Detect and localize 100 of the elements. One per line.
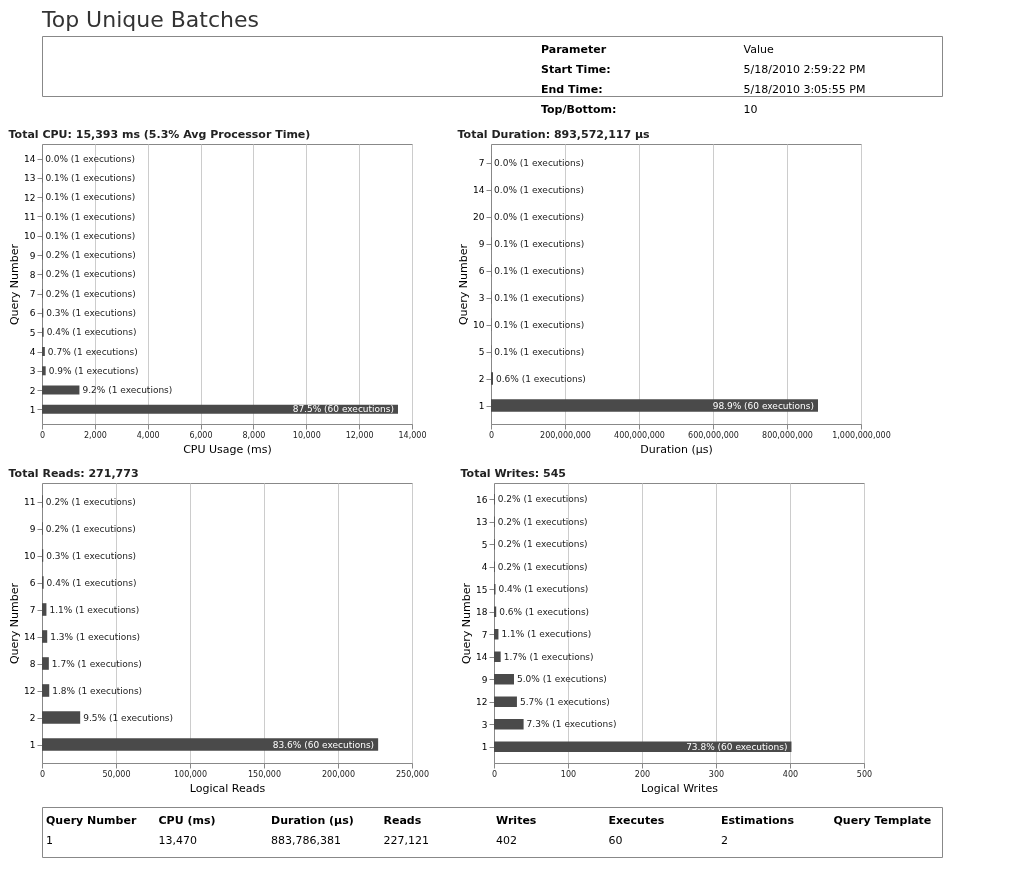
y-tick-label: 12	[24, 686, 36, 696]
y-tick-label: 3	[478, 293, 485, 303]
text: 5/18/2010 3:05:55 PM	[743, 83, 866, 96]
chart-title: Total Duration: 893,572,117 µs	[457, 128, 651, 141]
y-tick-label: 14	[24, 154, 36, 165]
y-tick-label: 10	[473, 320, 485, 330]
bar	[42, 347, 45, 356]
bar	[42, 603, 47, 616]
y-tick-label: 5	[478, 347, 485, 357]
x-tick-label: 0	[491, 769, 498, 779]
text: 1	[46, 834, 53, 847]
y-tick-label: 20	[473, 212, 485, 222]
x-tick-label: 4,000	[136, 430, 160, 440]
annotation: 0.2% (1 executions)	[45, 269, 136, 280]
y-tick-label: 14	[24, 632, 36, 642]
annotation: 0.2% (1 executions)	[45, 523, 136, 534]
y-tick-label: 6	[29, 578, 36, 588]
y-axis-title: Query Number	[457, 243, 471, 326]
text: End Time:	[541, 83, 603, 96]
y-tick-label: 15	[476, 584, 488, 595]
y-tick-label: 1	[478, 401, 485, 411]
bar	[42, 366, 46, 376]
text: Executes	[608, 814, 665, 827]
x-tick-label: 200,000,000	[540, 430, 591, 440]
annotation: 87.5% (60 executions)	[292, 404, 394, 415]
text: 402	[496, 834, 517, 847]
bar	[42, 684, 50, 697]
annotation: 0.3% (1 executions)	[46, 307, 137, 318]
y-tick-label: 8	[29, 269, 36, 280]
x-axis-title: CPU Usage (ms)	[183, 442, 272, 456]
annotation: 83.6% (60 executions)	[272, 739, 375, 750]
y-tick-label: 7	[481, 629, 488, 640]
x-tick-label: 500	[856, 769, 873, 779]
annotation: 7.3% (1 executions)	[526, 719, 617, 730]
x-tick-label: 0	[39, 769, 46, 779]
annotation: 0.6% (1 executions)	[499, 606, 590, 617]
annotation: 0.2% (1 executions)	[45, 288, 136, 299]
annotation: 0.7% (1 executions)	[47, 346, 138, 357]
annotation: 0.1% (1 executions)	[494, 346, 585, 357]
y-axis-title: Query Number	[460, 582, 474, 665]
bar	[494, 651, 501, 662]
annotation: 1.1% (1 executions)	[501, 629, 592, 640]
annotation: 0.2% (1 executions)	[45, 250, 136, 261]
y-tick-label: 7	[29, 605, 36, 615]
x-tick-label: 250,000	[395, 769, 430, 779]
annotation: 0.1% (1 executions)	[45, 172, 136, 183]
text: Duration (µs)	[271, 814, 354, 827]
annotation: 0.0% (1 executions)	[494, 157, 584, 168]
text: CPU (ms)	[158, 814, 216, 827]
annotation: 0.2% (1 executions)	[497, 516, 588, 527]
y-tick-label: 9	[481, 674, 488, 685]
annotation: 1.7% (1 executions)	[503, 651, 594, 662]
annotation: 0.1% (1 executions)	[45, 230, 136, 241]
x-tick-label: 800,000,000	[762, 430, 813, 440]
annotation: 0.2% (1 executions)	[497, 539, 588, 550]
y-tick-label: 4	[29, 347, 36, 357]
y-tick-label: 13	[24, 173, 36, 184]
y-tick-label: 8	[29, 659, 36, 669]
annotation: 5.7% (1 executions)	[519, 696, 610, 707]
x-tick-label: 50,000	[102, 769, 131, 779]
annotation: 0.0% (1 executions)	[494, 211, 584, 222]
annotation: 1.1% (1 executions)	[49, 604, 140, 615]
annotation: 0.0% (1 executions)	[494, 184, 584, 195]
y-tick-label: 9	[29, 250, 36, 261]
x-tick-label: 0	[488, 430, 495, 440]
text: 13,470	[158, 834, 197, 847]
annotation: 0.9% (1 executions)	[48, 365, 139, 376]
annotation: 0.1% (1 executions)	[45, 211, 136, 222]
x-tick-label: 300	[708, 769, 725, 779]
x-tick-label: 6,000	[189, 430, 213, 440]
x-tick-label: 200	[634, 769, 651, 779]
annotation: 0.1% (1 executions)	[494, 265, 585, 276]
text: Estimations	[721, 814, 795, 827]
y-tick-label: 6	[478, 266, 485, 276]
y-tick-label: 12	[24, 192, 36, 203]
bar	[42, 630, 48, 643]
bar	[494, 719, 524, 730]
y-tick-label: 16	[476, 494, 488, 505]
y-axis-title: Query Number	[8, 582, 22, 665]
annotation: 5.0% (1 executions)	[516, 674, 607, 685]
y-tick-label: 13	[476, 517, 488, 528]
x-tick-label: 2,000	[83, 430, 107, 440]
annotation: 1.8% (1 executions)	[52, 685, 143, 696]
y-tick-label: 3	[29, 366, 36, 377]
y-tick-label: 5	[29, 327, 36, 338]
bar	[494, 629, 499, 640]
y-tick-label: 5	[481, 539, 488, 550]
x-tick-label: 8,000	[242, 430, 266, 440]
y-tick-label: 14	[473, 185, 485, 195]
annotation: 1.7% (1 executions)	[51, 658, 142, 669]
y-tick-label: 6	[29, 308, 36, 319]
y-axis-title: Query Number	[8, 243, 22, 326]
annotation: 0.3% (1 executions)	[46, 550, 137, 561]
y-tick-label: 9	[478, 239, 485, 249]
text: 5/18/2010 2:59:22 PM	[743, 63, 866, 76]
text: 60	[608, 834, 623, 847]
annotation: 0.4% (1 executions)	[46, 327, 137, 338]
bar	[491, 399, 818, 412]
y-tick-label: 2	[29, 385, 36, 396]
y-tick-label: 2	[478, 374, 485, 384]
